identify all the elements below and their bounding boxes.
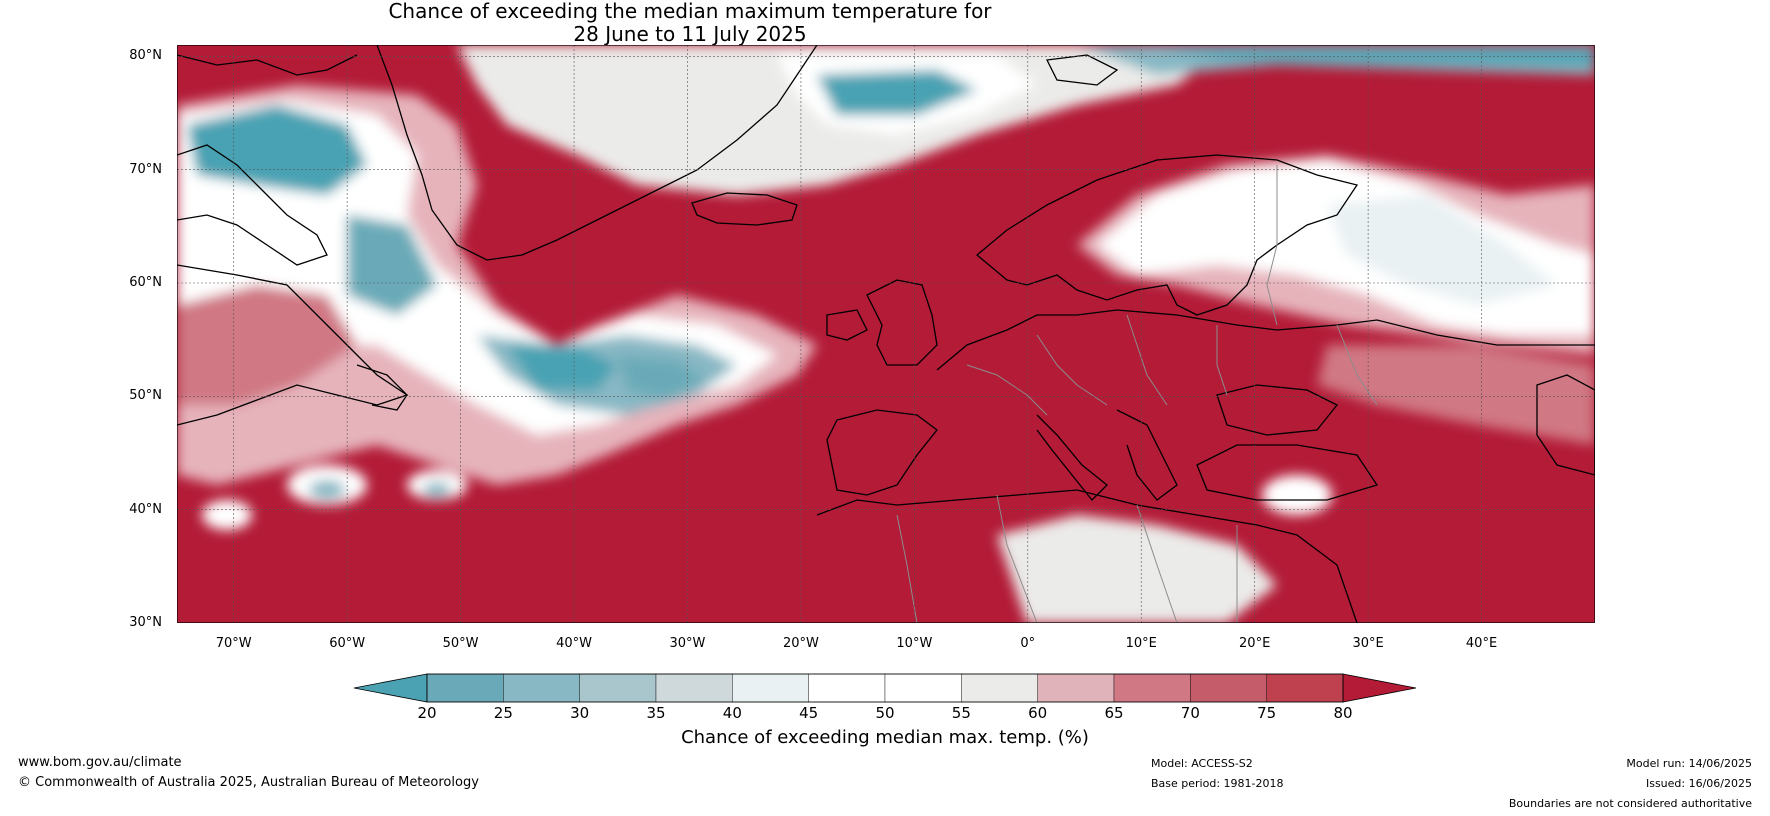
coastlines: [177, 45, 1595, 623]
colorbar-tick-label: 65: [1104, 704, 1124, 722]
colorbar-segment: [884, 673, 962, 703]
colorbar-segment: [961, 673, 1038, 703]
colorbar-segment: [1190, 673, 1267, 703]
longitude-label: 10°W: [896, 636, 933, 651]
colorbar: [353, 673, 1417, 703]
forecast-map: [177, 45, 1595, 623]
colorbar-tick-label: 70: [1180, 704, 1200, 722]
longitude-label: 40°W: [556, 636, 592, 651]
latitude-label: 40°N: [129, 501, 162, 517]
colorbar-low-extension: [353, 673, 428, 703]
colorbar-tick-label: 35: [646, 704, 666, 722]
colorbar-frame: [426, 673, 1344, 703]
colorbar-segment: [579, 673, 657, 703]
colorbar-tick-label: 55: [951, 704, 971, 722]
colorbar-tick-label: 45: [799, 704, 819, 722]
colorbar-segment: [426, 673, 504, 703]
colorbar-title: Chance of exceeding median max. temp. (%…: [681, 727, 1089, 748]
map-frame: [177, 45, 1595, 623]
colorbar-segment: [655, 673, 733, 703]
colorbar-tick-label: 50: [875, 704, 895, 722]
latitude-label: 80°N: [129, 48, 162, 64]
longitude-label: 10°E: [1125, 636, 1157, 651]
graticule: [177, 45, 1595, 623]
longitude-label: 20°E: [1239, 636, 1271, 651]
colorbar-tick-label: 40: [722, 704, 742, 722]
latitude-label: 30°N: [129, 615, 162, 630]
latitude-label: 70°N: [129, 161, 162, 177]
colorbar-segment: [732, 673, 809, 703]
colorbar-tick-label: 60: [1028, 704, 1048, 722]
longitude-label: 30°E: [1352, 636, 1384, 651]
footer-model-run: Model run: 14/06/2025: [1626, 757, 1752, 770]
longitude-label: 70°W: [215, 636, 252, 651]
footer-base-period: Base period: 1981-2018: [1151, 777, 1284, 790]
colorbar-segment: [808, 673, 886, 703]
map-title: Chance of exceeding the median maximum t…: [0, 0, 1620, 46]
longitude-label: 60°W: [329, 636, 366, 651]
latitude-label: 60°N: [129, 275, 162, 290]
footer-issued: Issued: 16/06/2025: [1645, 777, 1752, 790]
longitude-label: 40°E: [1465, 636, 1498, 651]
colorbar-segment: [503, 673, 580, 703]
probability-field: [177, 45, 1595, 623]
latitude-label: 50°N: [129, 388, 162, 404]
colorbar-tick-label: 75: [1257, 704, 1277, 722]
longitude-label: 50°W: [442, 636, 479, 651]
footer-boundaries-note: Boundaries are not considered authoritat…: [1508, 797, 1752, 810]
longitude-label: 30°W: [669, 636, 706, 651]
colorbar-tick-label: 30: [570, 704, 590, 722]
country-borders: [896, 165, 1378, 623]
colorbar-tick-label: 25: [493, 704, 513, 722]
colorbar-segment: [1266, 673, 1344, 703]
longitude-label: 0°: [1020, 636, 1036, 651]
colorbar-tick-label: 80: [1333, 704, 1353, 722]
colorbar-segment: [1037, 673, 1115, 703]
colorbar-high-extension: [1342, 673, 1417, 703]
longitude-label: 20°W: [782, 636, 819, 651]
colorbar-segment: [1113, 673, 1191, 703]
title-line-2: 28 June to 11 July 2025: [573, 22, 807, 46]
footer-copyright: © Commonwealth of Australia 2025, Austra…: [18, 775, 479, 790]
footer-website: www.bom.gov.au/climate: [18, 755, 182, 770]
footer-model: Model: ACCESS-S2: [1151, 757, 1253, 770]
title-line-1: Chance of exceeding the median maximum t…: [388, 0, 992, 23]
colorbar-tick-label: 20: [417, 704, 437, 722]
